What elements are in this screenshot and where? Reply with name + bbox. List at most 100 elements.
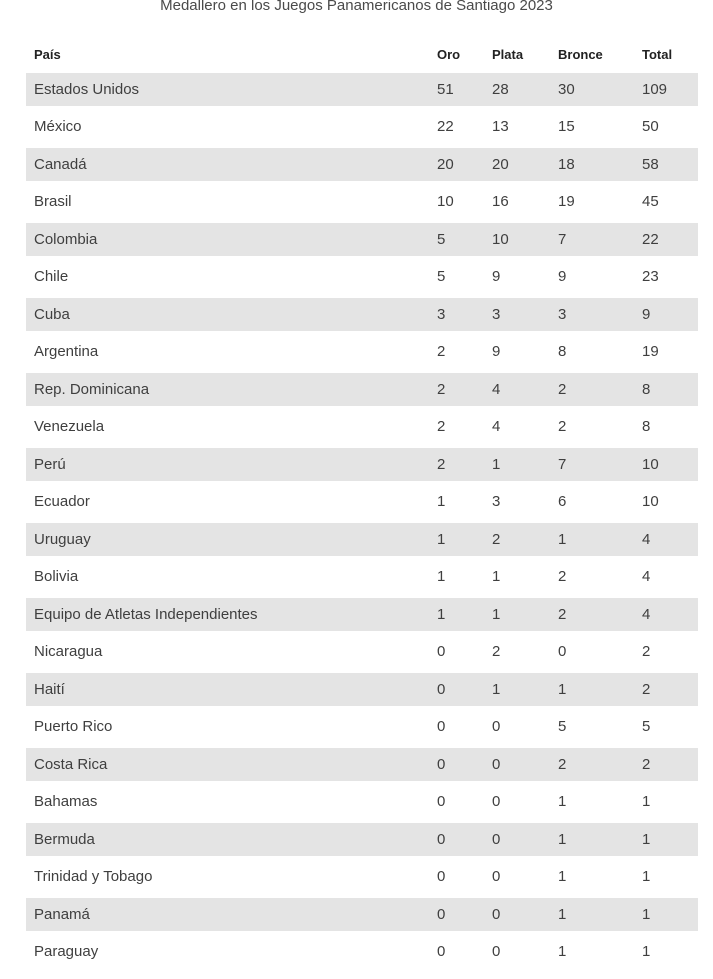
cell-bronce: 7	[550, 445, 634, 483]
cell-oro: 0	[429, 632, 484, 670]
table-row: Argentina 2 9 8 19	[26, 332, 698, 370]
cell-plata: 0	[484, 707, 550, 745]
table-row: Nicaragua 0 2 0 2	[26, 632, 698, 670]
cell-oro: 1	[429, 520, 484, 558]
cell-pais: Canadá	[26, 145, 429, 183]
cell-plata: 0	[484, 857, 550, 895]
cell-total: 1	[634, 782, 698, 820]
cell-total: 109	[634, 70, 698, 108]
cell-oro: 51	[429, 70, 484, 108]
column-header-oro: Oro	[437, 46, 461, 62]
cell-bronce: 1	[550, 520, 634, 558]
cell-bronce: 19	[550, 182, 634, 220]
cell-pais: Nicaragua	[26, 632, 429, 670]
table-row: Venezuela 2 4 2 8	[26, 407, 698, 445]
cell-total: 50	[634, 107, 698, 145]
cell-total: 4	[634, 557, 698, 595]
cell-oro: 1	[429, 482, 484, 520]
cell-plata: 0	[484, 932, 550, 970]
cell-total: 45	[634, 182, 698, 220]
cell-bronce: 1	[550, 932, 634, 970]
table-row: Costa Rica 0 0 2 2	[26, 745, 698, 783]
cell-oro: 1	[429, 557, 484, 595]
table-row: Canadá 20 20 18 58	[26, 145, 698, 183]
cell-bronce: 6	[550, 482, 634, 520]
cell-oro: 10	[429, 182, 484, 220]
cell-oro: 0	[429, 782, 484, 820]
cell-oro: 22	[429, 107, 484, 145]
cell-plata: 4	[484, 370, 550, 408]
cell-total: 1	[634, 895, 698, 933]
cell-pais: Uruguay	[26, 520, 429, 558]
cell-pais: Ecuador	[26, 482, 429, 520]
cell-plata: 1	[484, 595, 550, 633]
cell-pais: Perú	[26, 445, 429, 483]
cell-bronce: 5	[550, 707, 634, 745]
cell-pais: Colombia	[26, 220, 429, 258]
cell-oro: 0	[429, 932, 484, 970]
cell-pais: Brasil	[26, 182, 429, 220]
cell-plata: 13	[484, 107, 550, 145]
cell-bronce: 2	[550, 407, 634, 445]
column-header-total: Total	[642, 46, 673, 62]
cell-total: 8	[634, 370, 698, 408]
table-row: Estados Unidos 51 28 30 109	[26, 70, 698, 108]
cell-oro: 3	[429, 295, 484, 333]
column-header-pais: País	[34, 46, 61, 62]
cell-pais: Equipo de Atletas Independientes	[26, 595, 429, 633]
cell-total: 2	[634, 632, 698, 670]
cell-pais: Bahamas	[26, 782, 429, 820]
cell-pais: Bermuda	[26, 820, 429, 858]
cell-bronce: 1	[550, 782, 634, 820]
cell-plata: 0	[484, 895, 550, 933]
table-row: México 22 13 15 50	[26, 107, 698, 145]
medal-table: País Oro Plata Bronce Total Estados Unid…	[26, 38, 698, 970]
cell-pais: Cuba	[26, 295, 429, 333]
cell-pais: Costa Rica	[26, 745, 429, 783]
cell-plata: 0	[484, 782, 550, 820]
cell-total: 2	[634, 670, 698, 708]
table-row: Uruguay 1 2 1 4	[26, 520, 698, 558]
cell-total: 10	[634, 445, 698, 483]
column-header-bronce: Bronce	[558, 46, 603, 62]
cell-plata: 3	[484, 295, 550, 333]
cell-bronce: 1	[550, 670, 634, 708]
cell-pais: Trinidad y Tobago	[26, 857, 429, 895]
cell-bronce: 2	[550, 557, 634, 595]
cell-bronce: 1	[550, 895, 634, 933]
table-row: Bahamas 0 0 1 1	[26, 782, 698, 820]
cell-bronce: 3	[550, 295, 634, 333]
cell-total: 4	[634, 520, 698, 558]
cell-plata: 2	[484, 520, 550, 558]
cell-plata: 1	[484, 670, 550, 708]
cell-bronce: 2	[550, 745, 634, 783]
cell-total: 4	[634, 595, 698, 633]
cell-oro: 0	[429, 820, 484, 858]
cell-oro: 2	[429, 370, 484, 408]
table-body: Estados Unidos 51 28 30 109 México 22 13 15 50 Can…	[26, 70, 698, 970]
cell-total: 1	[634, 820, 698, 858]
cell-total: 8	[634, 407, 698, 445]
cell-total: 9	[634, 295, 698, 333]
table-row: Puerto Rico 0 0 5 5	[26, 707, 698, 745]
cell-bronce: 30	[550, 70, 634, 108]
cell-oro: 0	[429, 745, 484, 783]
cell-plata: 16	[484, 182, 550, 220]
cell-pais: Chile	[26, 257, 429, 295]
cell-bronce: 15	[550, 107, 634, 145]
cell-plata: 20	[484, 145, 550, 183]
cell-plata: 28	[484, 70, 550, 108]
chart-title: Medallero en los Juegos Panamericanos de…	[160, 0, 553, 14]
table-row: Trinidad y Tobago 0 0 1 1	[26, 857, 698, 895]
cell-oro: 0	[429, 707, 484, 745]
cell-oro: 5	[429, 257, 484, 295]
cell-total: 1	[634, 857, 698, 895]
cell-total: 23	[634, 257, 698, 295]
cell-total: 19	[634, 332, 698, 370]
cell-pais: Puerto Rico	[26, 707, 429, 745]
cell-total: 10	[634, 482, 698, 520]
cell-plata: 4	[484, 407, 550, 445]
cell-oro: 1	[429, 595, 484, 633]
cell-bronce: 2	[550, 595, 634, 633]
table-row: Cuba 3 3 3 9	[26, 295, 698, 333]
